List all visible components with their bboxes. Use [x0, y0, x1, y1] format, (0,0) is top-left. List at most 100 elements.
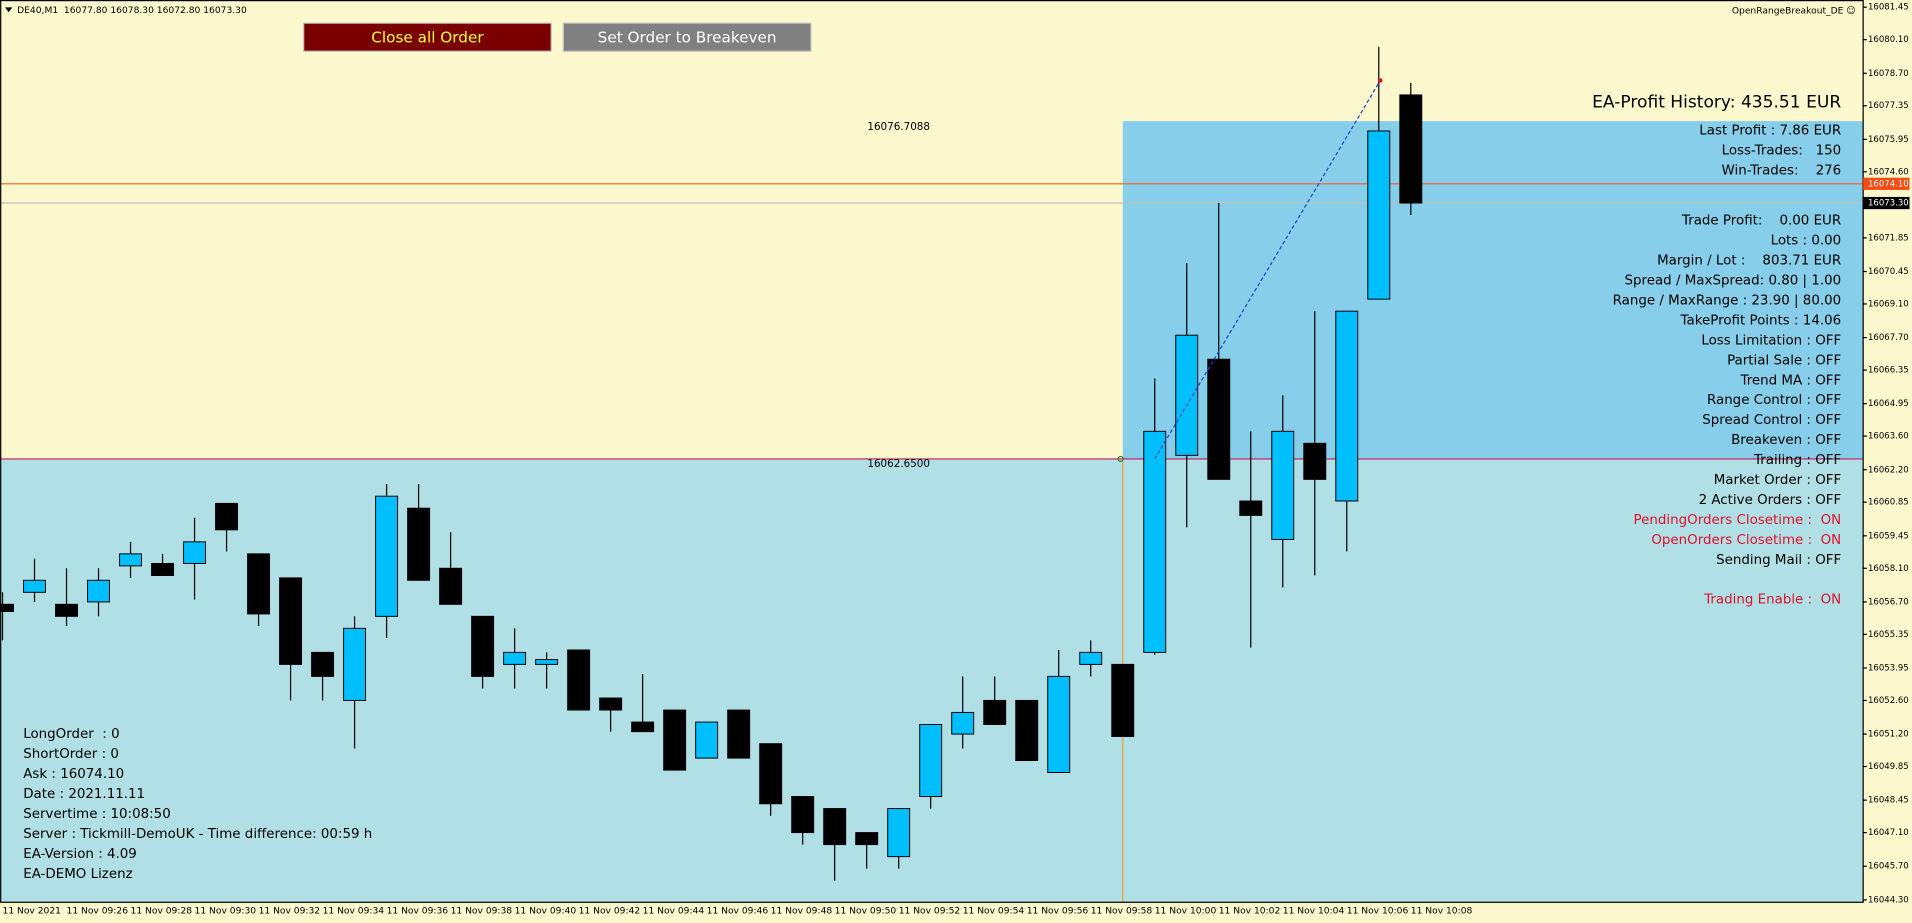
- y-tick-label: 16049.85: [1868, 762, 1909, 772]
- lower-zone: [0, 458, 1864, 903]
- y-tick-label: 16075.95: [1868, 135, 1909, 145]
- y-tick-label: 16080.10: [1868, 35, 1909, 45]
- x-tick-label: 11 Nov 09:50: [835, 906, 897, 916]
- candle-body: [183, 541, 207, 564]
- y-tick-label: 16060.85: [1868, 498, 1909, 508]
- info-line: ShortOrder : 0: [23, 747, 119, 762]
- candle-body: [1271, 430, 1295, 540]
- ask-tag: [1863, 177, 1910, 190]
- x-tick-label: 11 Nov 09:58: [1091, 906, 1153, 916]
- setting-line: Spread Control : OFF: [1702, 413, 1841, 428]
- setting-line: Trade Profit: 0.00 EUR: [1681, 214, 1841, 229]
- candle-body: [343, 627, 367, 701]
- y-tick-label: 16062.20: [1868, 465, 1909, 475]
- y-tick-label: 16063.60: [1868, 432, 1909, 442]
- setting-line: Range Control : OFF: [1707, 393, 1841, 408]
- candle-body: [215, 502, 239, 531]
- y-tick-label: 16064.95: [1868, 399, 1909, 409]
- x-tick-label: 11 Nov 09:28: [131, 906, 193, 916]
- setting-line: Loss Limitation : OFF: [1701, 333, 1841, 348]
- y-tick-label: 16078.70: [1868, 69, 1909, 79]
- candle-body: [439, 567, 463, 605]
- candle-body: [791, 796, 815, 834]
- candle-body: [599, 697, 623, 711]
- candle-body: [1079, 651, 1103, 665]
- candle-body: [151, 562, 175, 576]
- y-tick-label: 16059.45: [1868, 531, 1909, 541]
- menu-arrow[interactable]: [4, 7, 13, 13]
- x-tick-label: 11 Nov 09:38: [451, 906, 513, 916]
- last-tag: [1863, 196, 1910, 210]
- candle-body: [823, 808, 847, 846]
- candle-body: [311, 651, 335, 677]
- candle-body: [1367, 130, 1391, 300]
- candle-body: [1207, 358, 1231, 480]
- candle-body: [727, 709, 751, 759]
- trade-entry: [1117, 455, 1124, 462]
- info-line: Servertime : 10:08:50: [23, 807, 171, 822]
- candle-body: [87, 579, 110, 603]
- candle-body: [55, 603, 78, 617]
- candle-body: [471, 615, 495, 677]
- x-tick-label: 11 Nov 09:30: [195, 906, 257, 916]
- x-tick-label: 11 Nov 09:34: [323, 906, 385, 916]
- y-tick-label: 16058.10: [1868, 564, 1909, 574]
- setting-line: Breakeven : OFF: [1731, 433, 1841, 448]
- candle-body: [695, 721, 719, 759]
- candle-body: [887, 808, 911, 858]
- y-tick-label: 16069.10: [1868, 299, 1909, 309]
- plot-frame: [0, 0, 1864, 903]
- x-tick-label: 11 Nov 09:52: [899, 906, 961, 916]
- x-tick-label: 11 Nov 10:00: [1155, 906, 1217, 916]
- y-tick-label: 16070.45: [1868, 267, 1909, 277]
- y-tick-label: 16052.60: [1868, 696, 1909, 706]
- x-tick-label: 11 Nov 10:06: [1347, 906, 1409, 916]
- candle-body: [1399, 94, 1423, 204]
- profit-history: EA-Profit History: 435.51 EUR: [1592, 92, 1841, 112]
- symbol-header: DE40,M1 16077.80 16078.30 16072.80 16073…: [17, 6, 247, 16]
- y-tick-label: 16071.85: [1868, 233, 1909, 243]
- ea-name: OpenRangeBreakout_DE ☺: [1732, 5, 1856, 16]
- candle-body: [279, 577, 303, 665]
- setting-line: Trend MA : OFF: [1739, 373, 1841, 388]
- last-tag-label: 16073.30: [1868, 199, 1909, 209]
- setting-line: Lots : 0.00: [1771, 234, 1842, 249]
- info-line: EA-DEMO Lizenz: [23, 867, 132, 882]
- x-tick-label: 11 Nov 09:26: [67, 906, 129, 916]
- y-tick-label: 16074.60: [1868, 167, 1909, 177]
- y-tick-label: 16055.35: [1868, 630, 1909, 640]
- setting-line: PendingOrders Closetime : ON: [1634, 513, 1842, 528]
- x-tick-label: 11 Nov 09:44: [643, 906, 705, 916]
- button[interactable]: [303, 22, 552, 52]
- candle-body: [1047, 675, 1071, 774]
- candle-body: [407, 507, 431, 581]
- x-tick-label: 11 Nov 09:54: [963, 906, 1025, 916]
- button[interactable]: [562, 22, 812, 52]
- trade-arrow: [1154, 80, 1381, 460]
- y-tick-label: 16044.30: [1868, 895, 1909, 905]
- setting-line: Sending Mail : OFF: [1716, 553, 1841, 568]
- candle-body: [1015, 699, 1039, 761]
- x-tick-label: 11 Nov 10:04: [1283, 906, 1345, 916]
- stat-line: Last Profit : 7.86 EUR: [1699, 123, 1841, 138]
- button-label[interactable]: Close all Order: [371, 28, 484, 46]
- candle-body: [983, 699, 1007, 725]
- x-tick-label: 11 Nov 09:56: [1027, 906, 1089, 916]
- candle-body: [567, 649, 591, 711]
- info-line: Date : 2021.11.11: [23, 787, 145, 802]
- x-tick-label: 11 Nov 09:40: [515, 906, 577, 916]
- y-tick-label: 16077.35: [1868, 101, 1909, 111]
- info-line: EA-Version : 4.09: [23, 847, 137, 862]
- setting-line: Market Order : OFF: [1714, 473, 1841, 488]
- stat-line: Win-Trades: 276: [1722, 164, 1842, 179]
- x-tick-label: 11 Nov 09:46: [707, 906, 769, 916]
- button-label[interactable]: Set Order to Breakeven: [598, 28, 777, 46]
- candle-body: [1303, 442, 1327, 480]
- setting-line: Spread / MaxSpread: 0.80 | 1.00: [1624, 274, 1841, 289]
- candle-body: [1239, 500, 1263, 516]
- x-tick-label: 11 Nov 2021: [3, 906, 61, 916]
- candle-body: [919, 723, 943, 798]
- setting-line: Margin / Lot : 803.71 EUR: [1657, 254, 1841, 269]
- y-tick-label: 16051.20: [1868, 730, 1909, 740]
